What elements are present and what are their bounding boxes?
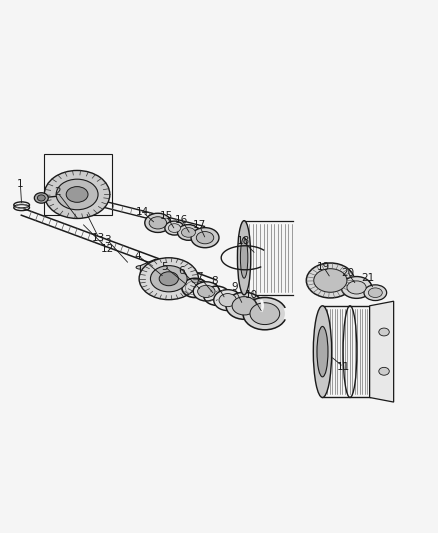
Text: 13: 13	[92, 233, 106, 243]
Ellipse shape	[379, 367, 389, 375]
Ellipse shape	[243, 297, 287, 330]
Ellipse shape	[306, 263, 354, 298]
Ellipse shape	[181, 228, 195, 237]
Ellipse shape	[193, 282, 219, 301]
Ellipse shape	[196, 231, 214, 244]
Polygon shape	[141, 259, 155, 287]
Text: 16: 16	[175, 215, 188, 225]
Ellipse shape	[44, 171, 110, 219]
Ellipse shape	[232, 297, 257, 315]
Ellipse shape	[191, 228, 219, 248]
Text: 21: 21	[361, 273, 374, 283]
Ellipse shape	[237, 221, 251, 295]
Text: 3: 3	[104, 235, 111, 245]
Text: 17: 17	[193, 221, 206, 230]
Ellipse shape	[219, 294, 237, 306]
Ellipse shape	[37, 195, 45, 201]
Ellipse shape	[139, 258, 198, 300]
Ellipse shape	[198, 285, 215, 297]
Ellipse shape	[240, 237, 248, 278]
Text: 6: 6	[179, 266, 185, 276]
Text: 18: 18	[237, 236, 250, 246]
Ellipse shape	[226, 292, 263, 319]
Ellipse shape	[313, 306, 332, 398]
Ellipse shape	[317, 326, 328, 377]
Ellipse shape	[56, 179, 98, 210]
Ellipse shape	[177, 224, 199, 240]
Polygon shape	[370, 301, 394, 402]
Ellipse shape	[347, 281, 366, 294]
Ellipse shape	[150, 265, 187, 292]
Text: 19: 19	[317, 262, 330, 272]
Text: 11: 11	[337, 362, 350, 372]
Text: 1: 1	[17, 179, 24, 189]
Text: 10: 10	[245, 290, 258, 300]
Text: 15: 15	[160, 211, 173, 221]
Text: 20: 20	[341, 269, 354, 278]
Text: 2: 2	[54, 187, 61, 197]
Ellipse shape	[34, 193, 48, 203]
Text: 9: 9	[231, 282, 237, 293]
Text: 4: 4	[135, 251, 141, 261]
Text: 14: 14	[136, 207, 149, 217]
Ellipse shape	[66, 187, 88, 203]
Ellipse shape	[145, 213, 171, 232]
Ellipse shape	[136, 265, 145, 269]
Ellipse shape	[168, 224, 180, 232]
Ellipse shape	[364, 285, 387, 301]
Ellipse shape	[368, 288, 382, 297]
Ellipse shape	[214, 289, 242, 311]
Ellipse shape	[165, 221, 184, 235]
Ellipse shape	[379, 328, 389, 336]
Text: 7: 7	[196, 271, 203, 281]
Ellipse shape	[314, 269, 347, 292]
Ellipse shape	[341, 277, 372, 298]
Ellipse shape	[250, 303, 280, 325]
Text: 8: 8	[211, 276, 218, 286]
Text: 5: 5	[161, 262, 168, 271]
Ellipse shape	[149, 217, 166, 229]
Text: 12: 12	[101, 244, 114, 254]
Ellipse shape	[159, 272, 178, 286]
